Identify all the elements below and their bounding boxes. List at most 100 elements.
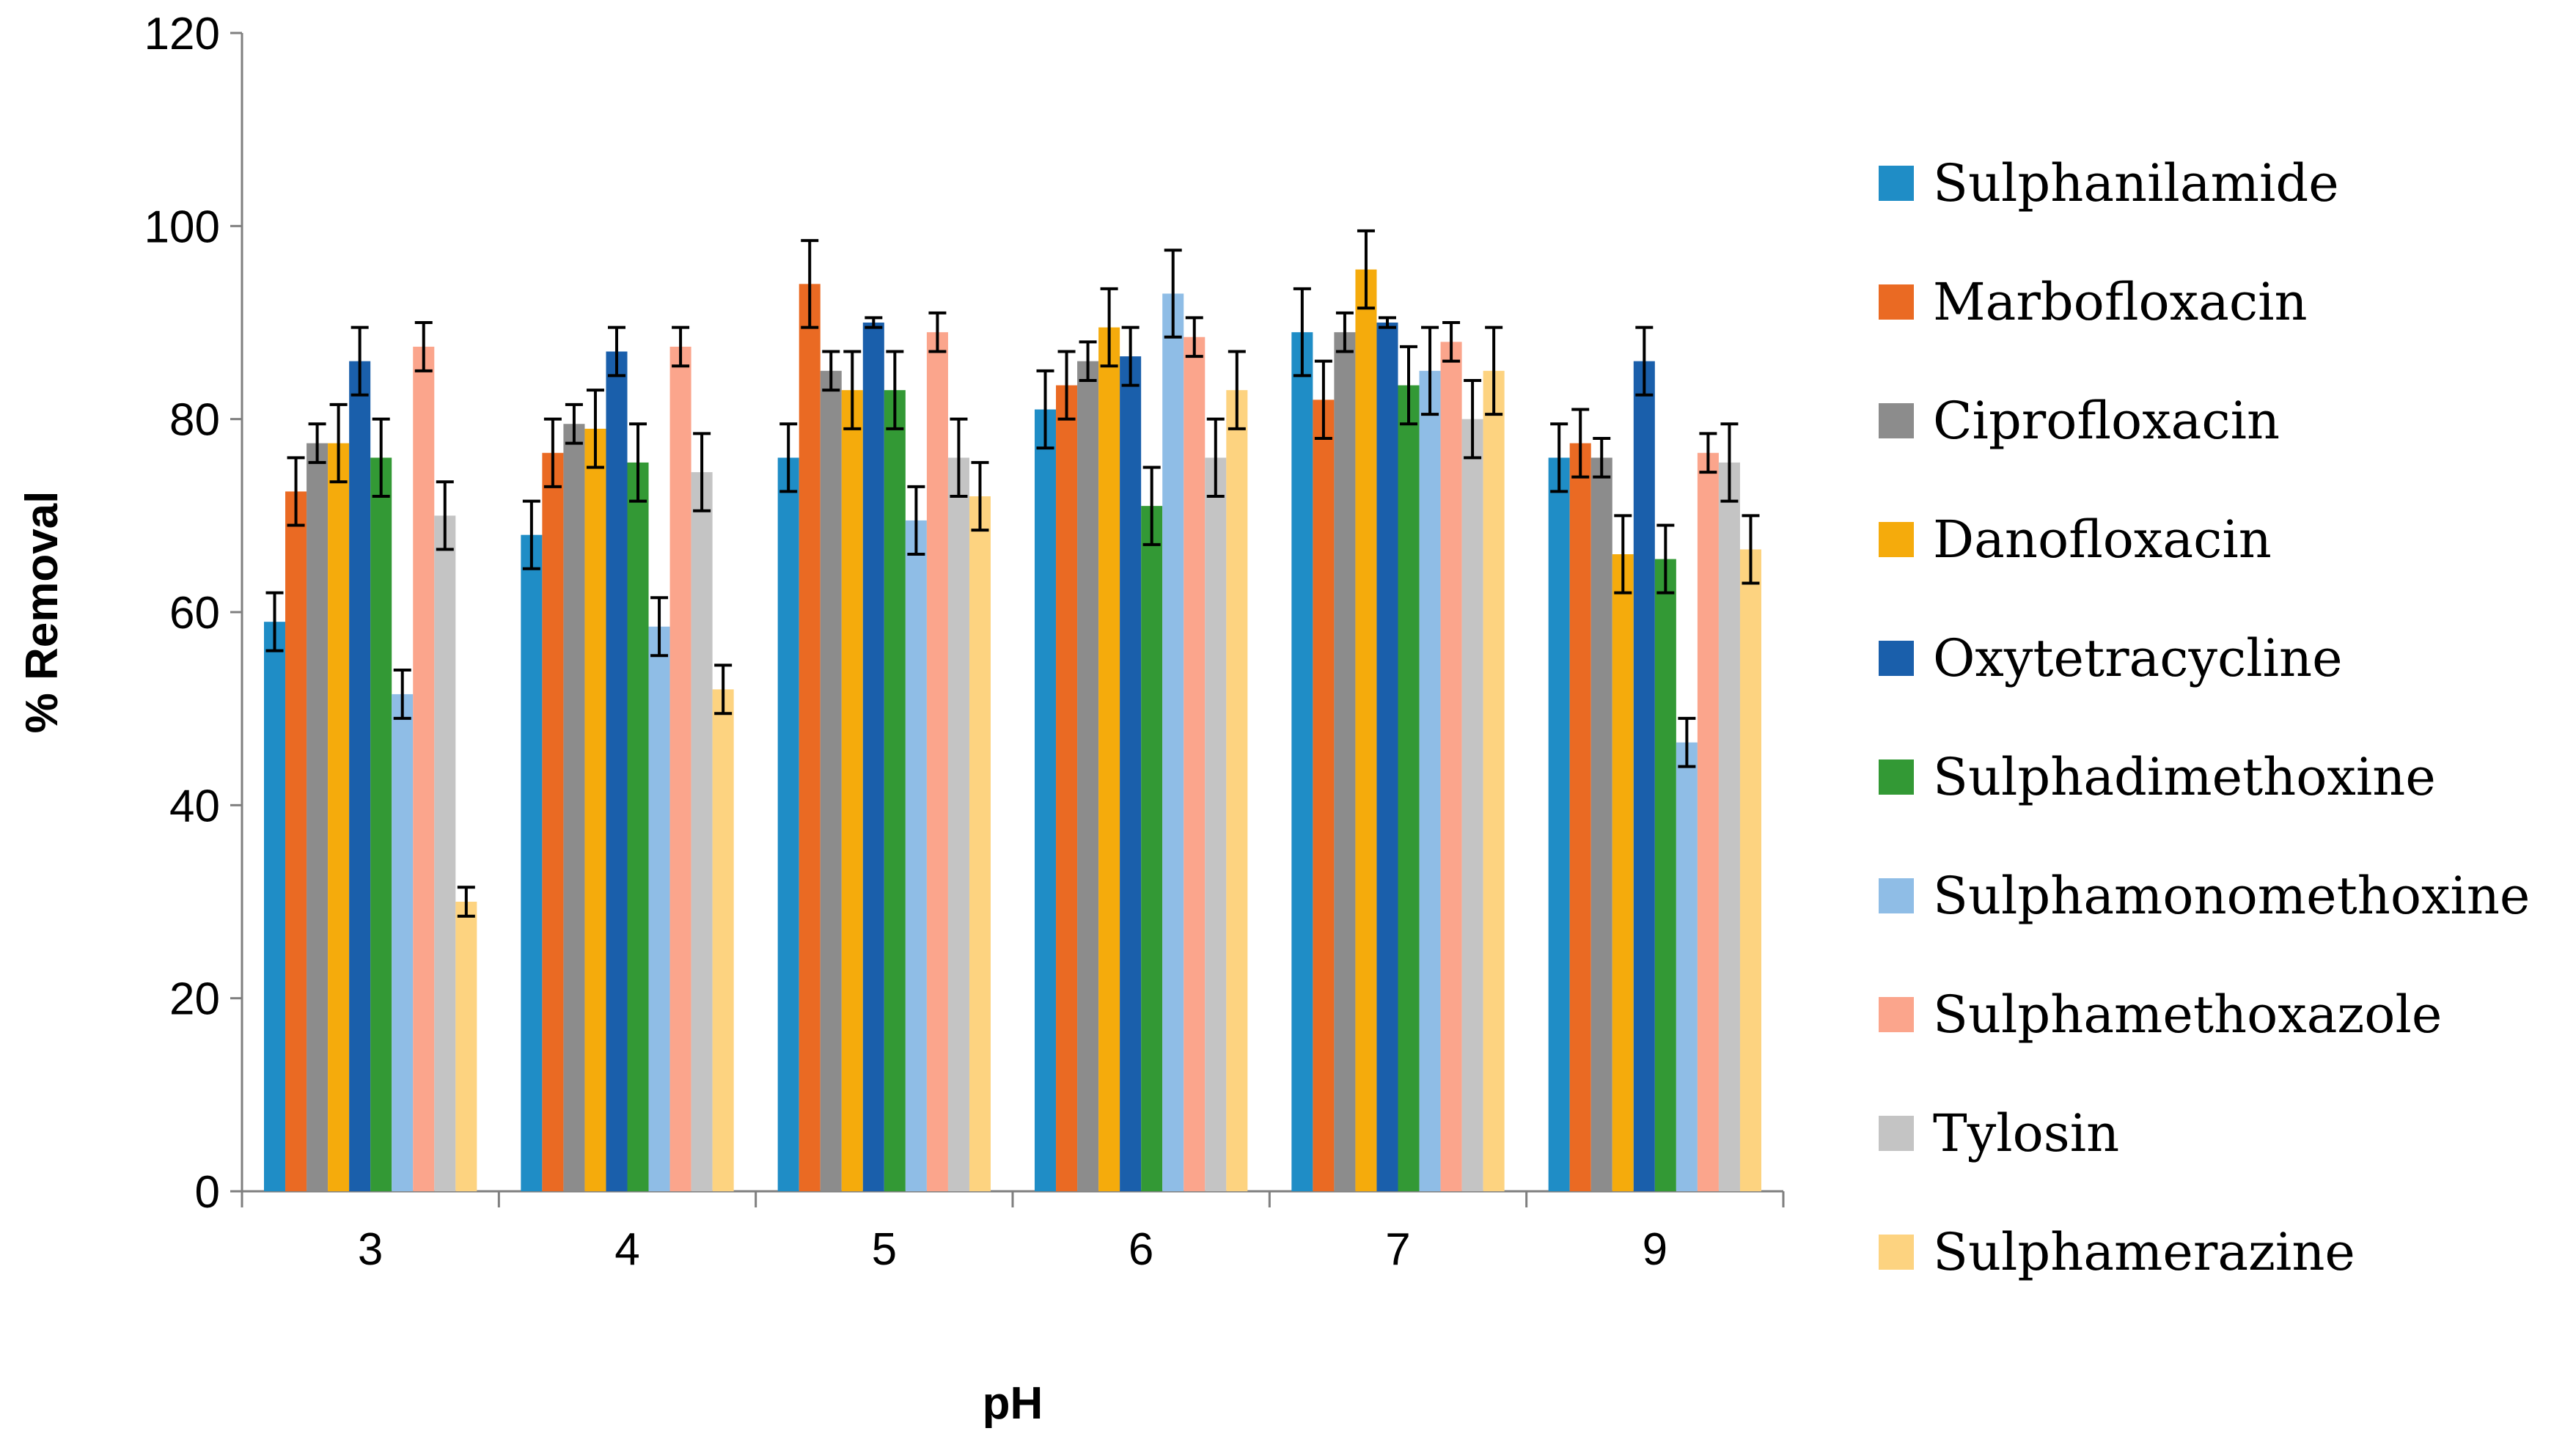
error-bars	[265, 229, 1760, 918]
bar	[349, 361, 371, 1192]
bar	[1461, 419, 1483, 1191]
bar	[1654, 559, 1676, 1191]
bar	[328, 443, 350, 1191]
legend: Sulphanilamide Marbofloxacin Ciprofloxacin…	[1879, 153, 2530, 1282]
bar	[1077, 361, 1099, 1192]
legend-swatch	[1879, 522, 1914, 557]
legend-swatch	[1879, 284, 1914, 320]
legend-swatch	[1879, 403, 1914, 438]
bar	[1569, 443, 1591, 1191]
y-tick-label: 0	[195, 1167, 220, 1218]
legend-label: Oxytetracycline	[1933, 628, 2343, 688]
bar	[1098, 327, 1120, 1191]
bar	[862, 323, 884, 1191]
bar	[1376, 323, 1398, 1191]
legend-swatch	[1879, 166, 1914, 201]
legend-swatch	[1879, 1235, 1914, 1270]
y-tick-label: 60	[169, 588, 220, 639]
bar	[285, 491, 307, 1191]
bar	[1313, 400, 1335, 1192]
bar	[1398, 385, 1420, 1192]
bars	[264, 269, 1761, 1192]
bar	[370, 457, 392, 1191]
bar	[648, 626, 670, 1191]
bar	[413, 346, 435, 1192]
x-tick-label: 9	[1643, 1224, 1667, 1275]
bar	[1739, 549, 1761, 1191]
y-tick-label: 100	[144, 202, 220, 252]
legend-label: Tylosin	[1933, 1103, 2119, 1163]
bar	[455, 902, 477, 1191]
y-axis-title: % Removal	[17, 491, 67, 734]
bar	[1633, 361, 1655, 1192]
legend-label: Sulphamerazine	[1933, 1222, 2355, 1282]
bar	[905, 520, 927, 1191]
y-tick-label: 20	[169, 974, 220, 1025]
legend-item: Ciprofloxacin	[1879, 391, 2280, 451]
bar	[1548, 457, 1570, 1191]
bar	[841, 390, 863, 1191]
bar	[1612, 554, 1634, 1191]
bar	[542, 452, 564, 1191]
bar	[563, 424, 585, 1191]
legend-swatch	[1879, 878, 1914, 913]
bar	[392, 694, 414, 1191]
bar	[1334, 332, 1356, 1192]
y-tick-label: 120	[144, 9, 220, 59]
bar	[691, 472, 713, 1191]
bar	[1718, 462, 1740, 1191]
bar	[777, 457, 799, 1191]
x-tick-label: 7	[1385, 1224, 1410, 1275]
bar	[521, 534, 543, 1191]
bar	[926, 332, 948, 1192]
bar	[584, 428, 606, 1192]
x-tick-label: 4	[614, 1224, 639, 1275]
legend-swatch	[1879, 641, 1914, 676]
bar	[264, 622, 286, 1191]
bar	[969, 496, 991, 1191]
bar	[1162, 293, 1184, 1191]
bar	[1291, 332, 1313, 1192]
legend-swatch	[1879, 1116, 1914, 1151]
bar	[307, 443, 329, 1191]
bar	[1483, 370, 1505, 1191]
bar	[799, 284, 821, 1191]
legend-item: Sulphamerazine	[1879, 1222, 2355, 1282]
y-tick-label: 80	[169, 395, 220, 446]
bar	[884, 390, 906, 1191]
bar	[1590, 457, 1612, 1191]
x-tick-label: 6	[1129, 1224, 1153, 1275]
bar	[606, 351, 628, 1191]
bar	[1419, 370, 1441, 1191]
x-tick-label: 5	[872, 1224, 897, 1275]
x-axis-title: pH	[983, 1378, 1043, 1429]
bar	[1440, 342, 1462, 1191]
bar	[1141, 506, 1163, 1191]
bar	[712, 689, 734, 1191]
legend-label: Ciprofloxacin	[1933, 391, 2280, 451]
y-axis: 0 20 40 60 80 100 120	[144, 9, 243, 1218]
bar	[627, 462, 649, 1191]
bar	[820, 370, 842, 1191]
bar	[434, 515, 456, 1191]
legend-item: Sulphamonomethoxine	[1879, 866, 2530, 926]
legend-label: Sulphadimethoxine	[1933, 747, 2436, 807]
y-tick-label: 40	[169, 781, 220, 831]
bar	[1226, 390, 1248, 1191]
bar	[947, 457, 969, 1191]
legend-label: Marbofloxacin	[1933, 272, 2308, 332]
legend-label: Danofloxacin	[1933, 510, 2272, 570]
bar	[669, 346, 691, 1192]
bar	[1184, 336, 1206, 1191]
legend-item: Tylosin	[1879, 1103, 2119, 1163]
bar	[1035, 409, 1057, 1191]
legend-swatch	[1879, 759, 1914, 795]
bar	[1355, 269, 1377, 1191]
bar	[1205, 457, 1227, 1191]
x-tick-label: 3	[358, 1224, 383, 1275]
legend-item: Oxytetracycline	[1879, 628, 2343, 688]
legend-item: Marbofloxacin	[1879, 272, 2308, 332]
legend-swatch	[1879, 997, 1914, 1032]
legend-label: Sulphamethoxazole	[1933, 985, 2442, 1045]
